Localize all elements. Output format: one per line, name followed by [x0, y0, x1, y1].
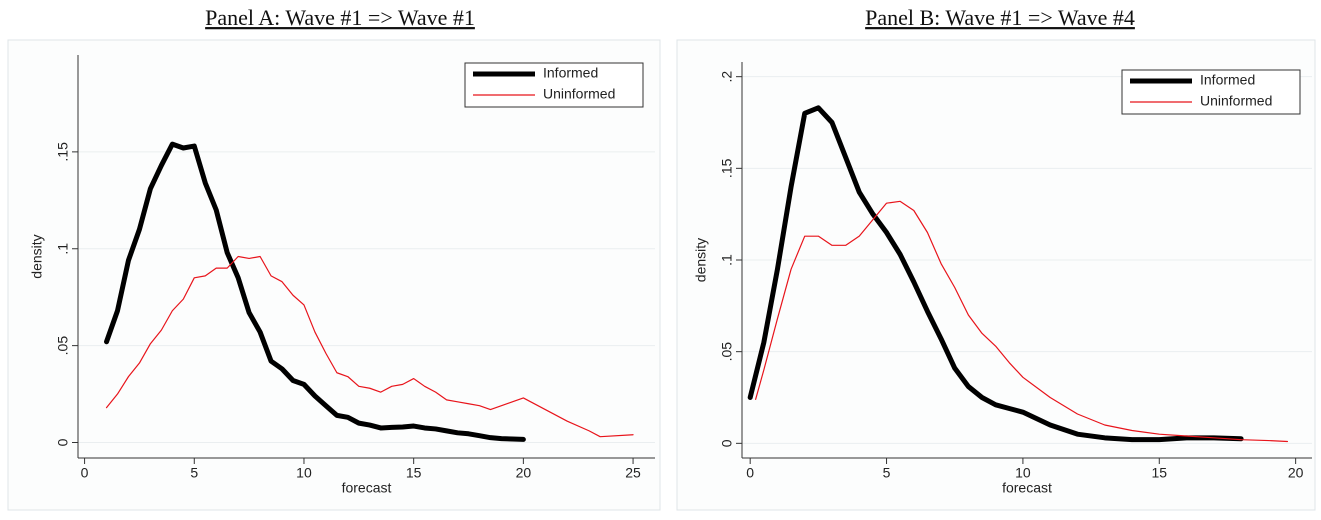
y-tick-label: .15 [719, 158, 735, 178]
y-tick-label: .15 [55, 142, 71, 162]
series-line [747, 105, 1244, 443]
series-line [755, 200, 1289, 443]
x-tick-label: 0 [746, 465, 754, 481]
legend-box [464, 62, 644, 108]
legend-label: Informed [543, 65, 598, 81]
x-tick-label: 15 [1151, 465, 1167, 481]
legend-label: Informed [1200, 72, 1255, 88]
y-axis-label: density [29, 234, 45, 278]
y-tick-label: .1 [719, 254, 735, 266]
x-tick-label: 20 [1288, 465, 1304, 481]
y-tick-label: .1 [55, 243, 71, 255]
y-axis-label: density [693, 238, 709, 282]
y-tick-label: .05 [55, 336, 71, 356]
y-tick-label: 0 [719, 439, 735, 447]
x-tick-label: 5 [190, 465, 198, 481]
y-tick-label: 0 [55, 438, 71, 446]
x-tick-label: 10 [1015, 465, 1031, 481]
legend-label: Uninformed [543, 86, 615, 102]
x-axis-label: forecast [342, 480, 392, 496]
chart-title: Panel A: Wave #1 => Wave #1 [205, 5, 475, 30]
series-line [105, 255, 634, 438]
x-tick-label: 5 [883, 465, 891, 481]
y-tick-label: .05 [719, 342, 735, 362]
x-axis-label: forecast [1002, 480, 1052, 496]
legend-box [1121, 69, 1301, 115]
x-tick-label: 20 [516, 465, 532, 481]
series-line [104, 141, 526, 442]
legend-label: Uninformed [1200, 93, 1272, 109]
panel-background [676, 39, 1316, 511]
chart-title: Panel B: Wave #1 => Wave #4 [865, 5, 1135, 30]
x-tick-label: 25 [625, 465, 641, 481]
panel-background [7, 39, 661, 511]
x-tick-label: 0 [81, 465, 89, 481]
y-tick-label: .2 [719, 71, 735, 83]
x-tick-label: 15 [406, 465, 422, 481]
x-tick-label: 10 [296, 465, 312, 481]
